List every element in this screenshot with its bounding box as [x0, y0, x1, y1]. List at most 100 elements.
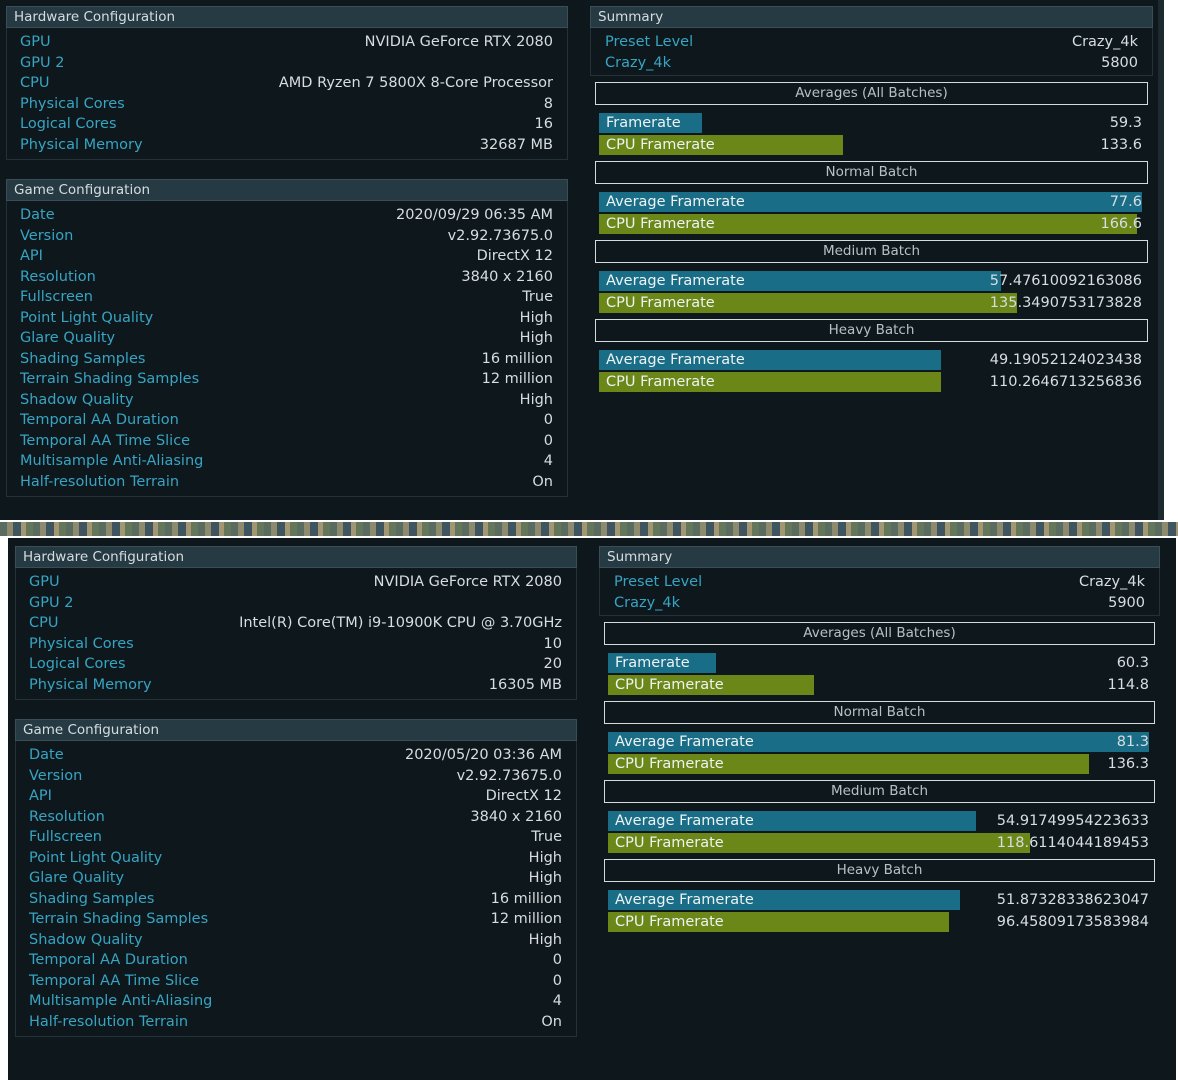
row-value: High — [528, 931, 562, 948]
config-row: Point Light Quality High — [20, 308, 553, 329]
row-value: AMD Ryzen 7 5800X 8-Core Processor — [278, 75, 553, 91]
row-value: 0 — [543, 432, 553, 449]
framerate-bar — [608, 890, 960, 910]
panel-title: Summary — [599, 546, 1160, 568]
row-value: NVIDIA GeForce RTX 2080 — [364, 34, 553, 50]
framerate-bar — [599, 271, 1001, 291]
row-value: 16305 MB — [488, 676, 562, 693]
row-label: Temporal AA Duration — [29, 952, 188, 968]
row-value: 16 — [534, 116, 553, 132]
batch-header: Heavy Batch — [604, 859, 1155, 882]
bar-label: CPU Framerate — [606, 295, 715, 311]
row-label: Terrain Shading Samples — [20, 371, 200, 387]
framerate-bar — [608, 833, 1030, 853]
framerate-bar-row: Average Framerate 49.19052124023438 — [599, 350, 1142, 370]
row-value: High — [519, 391, 553, 408]
config-row: Resolution 3840 x 2160 — [29, 807, 562, 828]
row-label: Temporal AA Time Slice — [29, 972, 200, 989]
row-value: Crazy_4k — [1078, 574, 1145, 590]
row-value: 0 — [552, 972, 562, 989]
row-value: 2020/05/20 03:36 AM — [404, 747, 562, 763]
row-value: Crazy_4k — [1071, 34, 1138, 50]
row-value: 2020/09/29 06:35 AM — [395, 207, 553, 223]
batch-header: Averages (All Batches) — [595, 82, 1148, 105]
hardware-rows: GPU NVIDIA GeForce RTX 2080 GPU 2 CPU Intel(… — [15, 568, 577, 700]
row-value: 5800 — [1101, 54, 1138, 71]
row-label: Physical Cores — [20, 95, 125, 112]
framerate-bar — [599, 113, 703, 133]
config-row: Preset Level Crazy_4k — [614, 572, 1145, 593]
row-value: 4 — [552, 993, 562, 1009]
framerate-bar-row: CPU Framerate 136.3 — [608, 754, 1149, 774]
framerate-bar-row: Average Framerate 54.91749954223633 — [608, 811, 1149, 831]
row-value: 0 — [552, 952, 562, 968]
config-row: Half-resolution Terrain On — [29, 1012, 562, 1033]
bar-value: 96.45809173583984 — [996, 914, 1149, 930]
batch-header: Normal Batch — [604, 701, 1155, 724]
config-row: Version v2.92.73675.0 — [20, 226, 553, 247]
bar-value: 135.3490753173828 — [989, 295, 1142, 311]
game-configuration-panel: Game Configuration Date 2020/05/20 03:36 … — [15, 719, 577, 1037]
config-row: Physical Memory 32687 MB — [20, 135, 553, 156]
row-value: High — [519, 330, 553, 346]
row-label: Physical Memory — [20, 136, 143, 153]
framerate-bar — [608, 653, 717, 673]
row-label: Resolution — [29, 808, 105, 825]
config-row: Temporal AA Duration 0 — [29, 950, 562, 971]
config-row: Date 2020/05/20 03:36 AM — [29, 745, 562, 766]
config-row: Multisample Anti-Aliasing 4 — [29, 991, 562, 1012]
config-row: Fullscreen True — [20, 287, 553, 308]
row-value: True — [531, 829, 562, 845]
bar-value: 136.3 — [1107, 756, 1149, 772]
config-row: Terrain Shading Samples 12 million — [20, 369, 553, 390]
config-row: Physical Memory 16305 MB — [29, 675, 562, 696]
bar-label: CPU Framerate — [606, 216, 715, 232]
row-value: 32687 MB — [479, 136, 553, 153]
row-value: High — [528, 849, 562, 866]
panel-title: Game Configuration — [6, 179, 568, 201]
row-value: 3840 x 2160 — [461, 268, 553, 285]
row-label: Shading Samples — [29, 890, 155, 907]
row-value: v2.92.73675.0 — [447, 227, 553, 244]
row-label: GPU 2 — [29, 594, 74, 611]
row-label: API — [29, 788, 52, 804]
row-label: Shadow Quality — [20, 391, 134, 408]
summary-rows: Preset Level Crazy_4k Crazy_4k 5900 — [599, 568, 1160, 616]
row-value: DirectX 12 — [476, 248, 553, 264]
config-row: Preset Level Crazy_4k — [605, 32, 1138, 53]
row-label: Point Light Quality — [20, 309, 154, 326]
config-row: Temporal AA Duration 0 — [20, 410, 553, 431]
row-label: Crazy_4k — [614, 594, 681, 611]
framerate-bar-row: Average Framerate 81.3 — [608, 732, 1149, 752]
framerate-bar — [608, 754, 1090, 774]
row-label: Glare Quality — [29, 870, 125, 886]
row-value: v2.92.73675.0 — [456, 767, 562, 784]
bar-value: 77.6 — [1109, 194, 1142, 210]
bar-label: CPU Framerate — [615, 914, 724, 930]
row-value: On — [532, 473, 553, 490]
hardware-configuration-panel: Hardware Configuration GPU NVIDIA GeForce… — [6, 6, 568, 160]
batch-header: Medium Batch — [595, 240, 1148, 263]
config-row: Physical Cores 8 — [20, 94, 553, 115]
config-row: Logical Cores 16 — [20, 114, 553, 135]
bar-label: CPU Framerate — [615, 835, 724, 851]
row-label: Date — [29, 747, 64, 763]
config-row: GPU NVIDIA GeForce RTX 2080 — [20, 32, 553, 53]
bar-value: 81.3 — [1116, 734, 1149, 750]
bar-label: CPU Framerate — [615, 677, 724, 693]
benchmark-screenshot-1: Hardware Configuration GPU NVIDIA GeForce… — [0, 0, 1164, 520]
batch-header: Averages (All Batches) — [604, 622, 1155, 645]
framerate-bar — [608, 811, 976, 831]
row-label: Resolution — [20, 268, 96, 285]
framerate-bar-row: CPU Framerate 114.8 — [608, 675, 1149, 695]
framerate-bar-row: CPU Framerate 110.2646713256836 — [599, 372, 1142, 392]
config-row: Temporal AA Time Slice 0 — [29, 971, 562, 992]
bar-label: Average Framerate — [615, 813, 754, 829]
row-label: Version — [29, 767, 83, 784]
row-label: Fullscreen — [20, 289, 93, 305]
batch-header: Medium Batch — [604, 780, 1155, 803]
row-value: 10 — [543, 635, 562, 652]
row-value: True — [522, 289, 553, 305]
row-label: Physical Memory — [29, 676, 152, 693]
summary-panel: Summary Preset Level Crazy_4k Crazy_4k 5800… — [590, 6, 1153, 394]
